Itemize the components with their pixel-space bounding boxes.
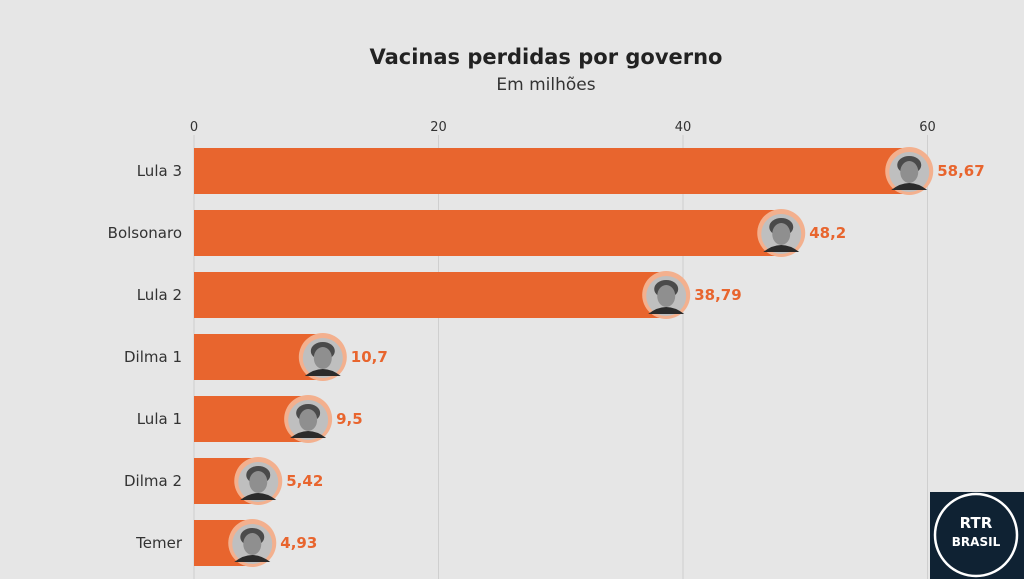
rtr-brasil-logo: RTR BRASIL [930, 492, 1024, 579]
x-tick-label: 40 [675, 120, 692, 135]
x-tick-label: 60 [919, 120, 936, 135]
portraits [228, 147, 934, 567]
category-labels: Lula 3 Bolsonaro Lula 2 Dilma 1 Lula 1 Dilma … [108, 162, 183, 552]
value-label: 5,42 [286, 472, 323, 490]
bars [194, 148, 912, 566]
logo-line2: BRASIL [952, 535, 1001, 549]
portrait-icon [298, 333, 347, 381]
category-label: Dilma 2 [124, 472, 182, 490]
value-label: 10,7 [351, 348, 388, 366]
x-tick-label: 20 [430, 120, 447, 135]
category-label: Temer [135, 534, 183, 552]
portrait-icon [228, 519, 277, 567]
category-label: Lula 2 [137, 286, 182, 304]
value-label: 58,67 [937, 162, 984, 180]
value-label: 4,93 [280, 534, 317, 552]
bar [194, 148, 912, 194]
logo-line1: RTR [960, 514, 993, 532]
portrait-icon [284, 395, 333, 443]
value-labels: 58,67 48,2 38,79 10,7 9,5 5,42 4,93 [280, 162, 984, 552]
category-label: Dilma 1 [124, 348, 182, 366]
portrait-icon [885, 147, 934, 195]
value-label: 9,5 [336, 410, 363, 428]
portrait-icon [757, 209, 806, 257]
bar [194, 272, 669, 318]
x-axis: 0 20 40 60 [190, 120, 936, 135]
category-label: Bolsonaro [108, 224, 182, 242]
category-label: Lula 3 [137, 162, 182, 180]
chart-subtitle: Em milhões [496, 75, 595, 95]
portrait-icon [642, 271, 691, 319]
bar [194, 210, 784, 256]
value-label: 38,79 [694, 286, 741, 304]
x-tick-label: 0 [190, 120, 198, 135]
portrait-icon [234, 457, 283, 505]
chart-title: Vacinas perdidas por governo [370, 45, 723, 69]
value-label: 48,2 [809, 224, 846, 242]
category-label: Lula 1 [137, 410, 182, 428]
